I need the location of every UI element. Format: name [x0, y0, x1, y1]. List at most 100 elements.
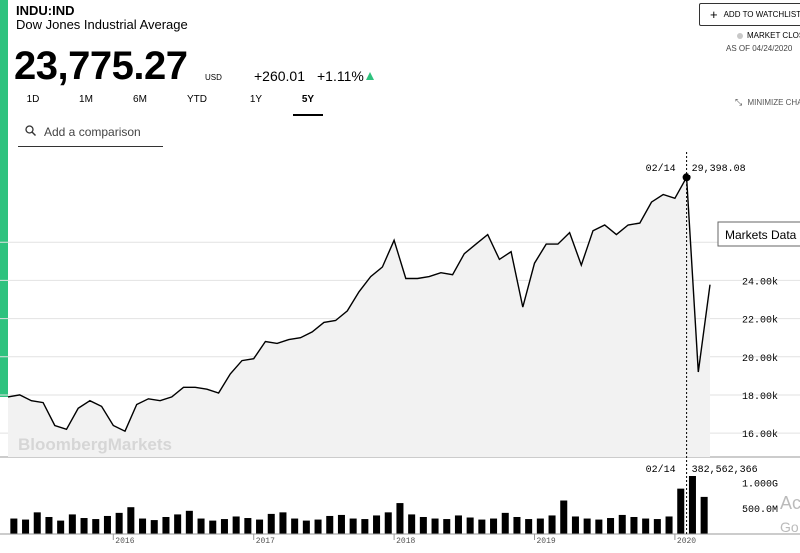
volume-bar	[443, 519, 451, 534]
y-tick-label: 16.00k	[742, 429, 778, 441]
volume-bar	[501, 512, 509, 534]
volume-bar	[349, 518, 357, 534]
volume-bar	[33, 512, 41, 534]
volume-bar	[291, 518, 299, 534]
volume-bar	[595, 519, 603, 534]
volume-bar	[466, 517, 474, 534]
volume-bar	[361, 519, 369, 534]
markets-data-tooltip[interactable]: Markets Data	[717, 221, 800, 247]
tab-1y[interactable]: 1Y	[249, 94, 263, 105]
volume-bar	[454, 515, 462, 534]
x-tick-label: 2020	[677, 537, 696, 546]
ad-text-2: Go	[780, 519, 799, 535]
tab-6m[interactable]: 6M	[133, 94, 147, 105]
minimize-label: MINIMIZE CHART	[747, 98, 800, 107]
volume-bar	[92, 519, 100, 534]
accent-bar	[0, 0, 8, 397]
volume-bar	[314, 519, 322, 534]
highlight-value: 29,398.08	[692, 164, 746, 175]
plus-icon: +	[710, 7, 718, 22]
volume-bar	[478, 519, 486, 534]
as-of-date: AS OF 04/24/2020	[726, 44, 793, 53]
volume-bar	[80, 518, 88, 534]
volume-tick-label: 1.000G	[742, 479, 778, 490]
tab-1d[interactable]: 1D	[26, 94, 40, 105]
volume-bar	[419, 516, 427, 534]
volume-bar	[162, 516, 170, 534]
price-line	[7, 174, 711, 433]
add-to-watchlist-button[interactable]: + ADD TO WATCHLIST	[699, 3, 800, 26]
volume-bar	[185, 510, 193, 534]
watchlist-label: ADD TO WATCHLIST	[723, 10, 800, 19]
volume-bar	[127, 507, 135, 534]
tab-ytd[interactable]: YTD	[187, 94, 207, 105]
volume-bar	[115, 512, 123, 534]
volume-bar	[396, 503, 404, 534]
volume-bar	[700, 496, 708, 534]
volume-bar	[326, 515, 334, 534]
highlight-value-bg	[688, 160, 757, 175]
volume-bar	[103, 515, 111, 534]
x-tick-label: 2018	[396, 537, 415, 546]
volume-bar	[279, 512, 287, 534]
ticker-symbol: INDU:IND	[16, 3, 75, 18]
highlight-date-bg	[642, 160, 683, 175]
y-tick-label: 22.00k	[742, 315, 778, 327]
y-tick-label: 18.00k	[742, 391, 778, 403]
up-arrow-icon	[366, 72, 374, 80]
volume-bar	[384, 512, 392, 534]
y-tick-label: 20.00k	[742, 353, 778, 365]
volume-tick-label: 500.0M	[742, 505, 778, 516]
x-tick-label: 2016	[115, 537, 134, 546]
tooltip-label: Markets Data	[725, 228, 797, 242]
volume-bar	[139, 518, 147, 534]
x-tick-label: 2019	[537, 537, 556, 546]
add-comparison-input[interactable]: Add a comparison	[18, 120, 163, 147]
highlight-dot	[682, 173, 691, 182]
tab-5y[interactable]: 5Y	[293, 94, 323, 116]
volume-bar	[256, 519, 264, 534]
volume-bar	[490, 518, 498, 534]
volume-bar	[525, 519, 533, 534]
volume-bar	[665, 516, 673, 534]
volume-bar	[302, 520, 310, 534]
volume-bar	[45, 516, 53, 534]
price-change-percent: +1.11%	[317, 68, 364, 84]
volume-bar	[244, 518, 252, 534]
volume-bar	[22, 519, 30, 534]
volume-bar	[174, 514, 182, 534]
volume-bar	[513, 516, 521, 534]
volume-bar	[408, 514, 416, 534]
volume-bar	[583, 518, 591, 534]
volume-bar	[57, 520, 65, 534]
minimize-chart-button[interactable]: ⤡ MINIMIZE CHART	[735, 97, 800, 108]
volume-bar	[560, 500, 568, 534]
currency-label: USD	[205, 73, 222, 82]
volume-bar	[642, 518, 650, 534]
volume-bar	[373, 515, 381, 534]
search-icon	[25, 125, 36, 139]
volume-bar	[548, 515, 556, 534]
volume-highlight-value-bg	[688, 461, 769, 476]
market-status: MARKET CLOSED	[747, 31, 800, 40]
current-price: 23,775.27	[14, 44, 188, 88]
index-name: Dow Jones Industrial Average	[16, 17, 188, 32]
volume-bar	[571, 516, 579, 534]
volume-bar	[653, 519, 661, 534]
volume-bar	[209, 520, 217, 534]
volume-bar	[150, 520, 158, 534]
volume-bar	[232, 516, 240, 534]
price-area	[8, 177, 710, 458]
volume-bar	[10, 518, 18, 534]
comparison-placeholder: Add a comparison	[44, 125, 141, 139]
volume-bar	[197, 518, 205, 534]
tab-1m[interactable]: 1M	[79, 94, 93, 105]
volume-highlight-date-bg	[642, 461, 683, 476]
y-tick-label: 24.00k	[742, 276, 778, 288]
volume-bar	[688, 474, 696, 534]
volume-bar	[68, 514, 76, 534]
ad-text-1: Ac	[780, 493, 800, 513]
volume-bar	[677, 488, 685, 534]
